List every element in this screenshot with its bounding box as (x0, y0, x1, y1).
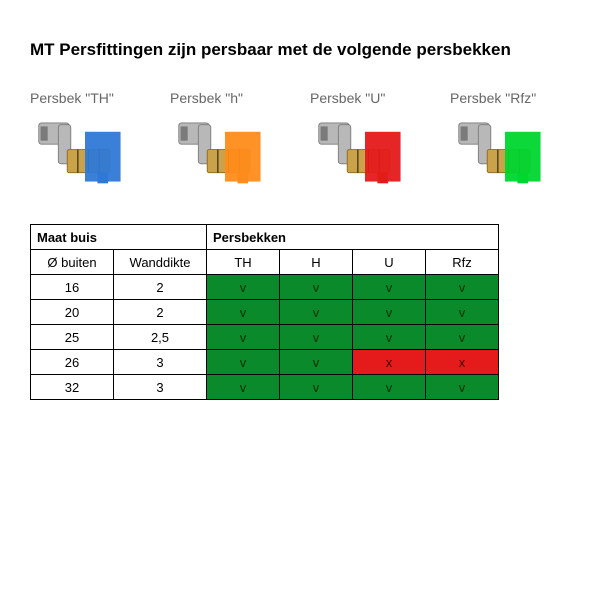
cell-compat: x (426, 350, 499, 375)
cell-wall: 3 (114, 375, 207, 400)
cell-compat: v (207, 350, 280, 375)
col-wall: Wanddikte (114, 250, 207, 275)
cell-diameter: 26 (31, 350, 114, 375)
cell-compat: v (280, 325, 353, 350)
fitting-label: Persbek "TH" (30, 90, 150, 106)
table-row: 202vvvv (31, 300, 499, 325)
col-jaw: U (353, 250, 426, 275)
cell-compat: v (353, 375, 426, 400)
fitting-label: Persbek "U" (310, 90, 430, 106)
cell-wall: 2,5 (114, 325, 207, 350)
cell-diameter: 16 (31, 275, 114, 300)
fitting: Persbek "h" (170, 90, 290, 199)
cell-diameter: 32 (31, 375, 114, 400)
fitting-label: Persbek "h" (170, 90, 290, 106)
cell-compat: v (426, 300, 499, 325)
col-jaw: Rfz (426, 250, 499, 275)
fitting-icon (450, 114, 570, 199)
cell-compat: v (280, 375, 353, 400)
col-diameter: Ø buiten (31, 250, 114, 275)
fitting-icon (170, 114, 290, 199)
cell-compat: v (207, 325, 280, 350)
cell-compat: v (353, 275, 426, 300)
fitting-icon (30, 114, 150, 199)
cell-diameter: 25 (31, 325, 114, 350)
table-header-persbekken: Persbekken (207, 225, 499, 250)
col-jaw: TH (207, 250, 280, 275)
cell-compat: v (426, 275, 499, 300)
cell-compat: v (353, 325, 426, 350)
fitting-icon (310, 114, 430, 199)
cell-compat: x (353, 350, 426, 375)
cell-wall: 2 (114, 300, 207, 325)
cell-wall: 3 (114, 350, 207, 375)
table-row: 323vvvv (31, 375, 499, 400)
fitting-label: Persbek "Rfz" (450, 90, 570, 106)
cell-compat: v (353, 300, 426, 325)
cell-compat: v (426, 325, 499, 350)
page-title: MT Persfittingen zijn persbaar met de vo… (30, 40, 570, 60)
col-jaw: H (280, 250, 353, 275)
fitting: Persbek "U" (310, 90, 430, 199)
fittings-row: Persbek "TH" Persbek "h" (30, 90, 570, 199)
cell-compat: v (280, 275, 353, 300)
cell-compat: v (207, 300, 280, 325)
cell-compat: v (280, 300, 353, 325)
table-header-maatbuis: Maat buis (31, 225, 207, 250)
cell-compat: v (207, 375, 280, 400)
cell-compat: v (426, 375, 499, 400)
fitting: Persbek "Rfz" (450, 90, 570, 199)
cell-compat: v (280, 350, 353, 375)
table-row: 263vvxx (31, 350, 499, 375)
fitting: Persbek "TH" (30, 90, 150, 199)
table-row: 162vvvv (31, 275, 499, 300)
cell-diameter: 20 (31, 300, 114, 325)
cell-wall: 2 (114, 275, 207, 300)
cell-compat: v (207, 275, 280, 300)
compatibility-table: Maat buis Persbekken Ø buiten Wanddikte … (30, 224, 499, 400)
table-row: 252,5vvvv (31, 325, 499, 350)
